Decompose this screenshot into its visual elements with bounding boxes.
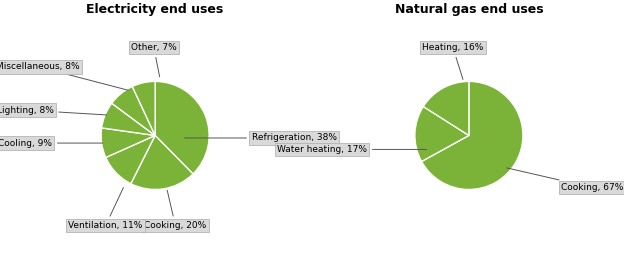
Text: Lighting, 8%: Lighting, 8% xyxy=(0,105,107,115)
Wedge shape xyxy=(102,103,155,135)
Text: Refrigeration, 38%: Refrigeration, 38% xyxy=(185,134,337,143)
Text: Cooking, 67%: Cooking, 67% xyxy=(507,168,623,192)
Wedge shape xyxy=(423,82,469,135)
Text: Water heating, 17%: Water heating, 17% xyxy=(277,145,427,154)
Wedge shape xyxy=(112,87,155,135)
Wedge shape xyxy=(415,107,469,161)
Text: Miscellaneous, 8%: Miscellaneous, 8% xyxy=(0,62,129,90)
Text: Ventilation, 11%: Ventilation, 11% xyxy=(69,188,143,230)
Wedge shape xyxy=(422,82,523,189)
Text: Cooling, 9%: Cooling, 9% xyxy=(0,139,103,148)
Wedge shape xyxy=(106,135,155,184)
Wedge shape xyxy=(155,82,209,174)
Title: Electricity end uses: Electricity end uses xyxy=(87,3,224,16)
Title: Natural gas end uses: Natural gas end uses xyxy=(394,3,544,16)
Text: Other, 7%: Other, 7% xyxy=(131,43,177,77)
Text: Cooking, 20%: Cooking, 20% xyxy=(144,190,207,230)
Text: Heating, 16%: Heating, 16% xyxy=(422,43,484,79)
Wedge shape xyxy=(132,82,155,135)
Wedge shape xyxy=(131,135,193,189)
Wedge shape xyxy=(101,128,155,158)
